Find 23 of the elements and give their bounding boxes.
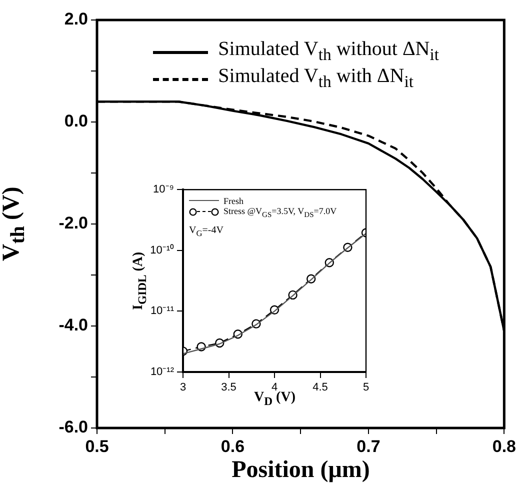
y-tick-label: 2.0 <box>64 10 88 29</box>
x-tick-label: 5 <box>362 382 370 394</box>
x-tick-label: 4.5 <box>312 382 328 394</box>
x-tick-label: 3 <box>180 382 186 394</box>
x-tick-label: 0.7 <box>356 436 380 456</box>
legend-label: Stress @V$_{GS}$=3.5V, V$_{DS}$=7.0V <box>224 206 337 218</box>
y-tick-label: 10⁻¹⁰ <box>150 243 174 256</box>
y-tick-label: -6.0 <box>58 418 88 437</box>
y-tick-label: 0.0 <box>64 112 88 131</box>
legend-label: Fresh <box>224 196 244 206</box>
legend-label: Simulated V$_{th}$ with ΔN$_{it}$ <box>218 65 414 92</box>
x-axis-title: Position (μm) <box>232 457 370 483</box>
y-tick-label: 10⁻¹² <box>150 366 174 378</box>
y-tick-label: -2.0 <box>58 214 88 233</box>
y-tick-label: 10⁻¹¹ <box>150 305 174 318</box>
x-tick-label: 0.8 <box>492 436 516 456</box>
legend-label: Simulated V$_{th}$ without ΔN$_{it}$ <box>218 38 440 65</box>
x-tick-label: 0.5 <box>85 436 109 456</box>
y-tick-label: 10⁻⁹ <box>153 184 174 196</box>
annotation: V$_{G}$=-4V <box>189 224 224 238</box>
x-tick-label: 0.6 <box>220 436 245 456</box>
x-tick-label: 3.5 <box>221 382 236 394</box>
y-tick-label: -4.0 <box>58 316 88 335</box>
